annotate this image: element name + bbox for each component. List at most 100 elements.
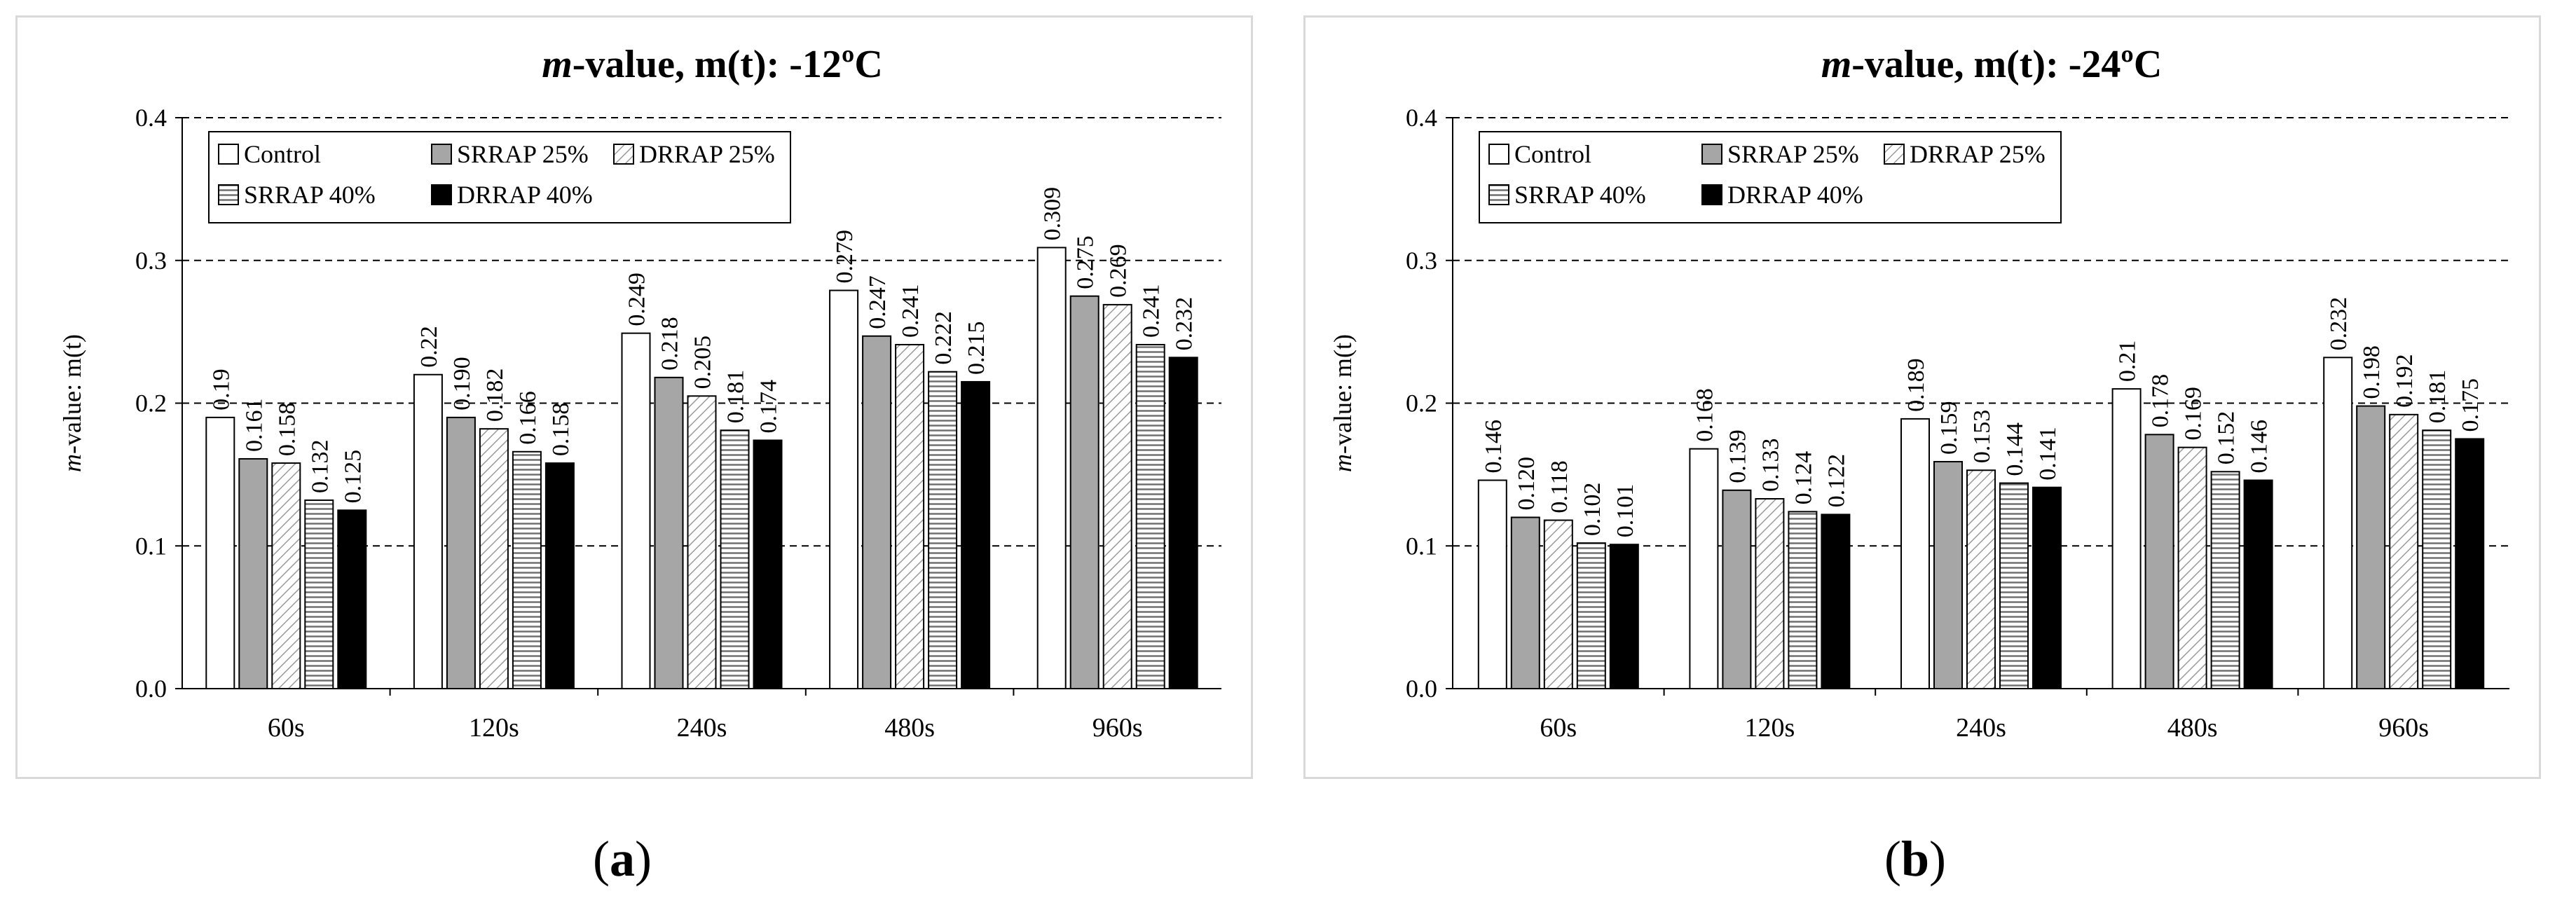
legend-label-drrap25: DRRAP 25% — [1910, 140, 2046, 168]
data-label: 0.141 — [2035, 427, 2061, 481]
bar-srrap25 — [1510, 516, 1540, 689]
legend-swatch-drrap40 — [431, 184, 452, 205]
legend-swatch-drrap25 — [1884, 144, 1905, 165]
bar-control — [1036, 247, 1067, 690]
y-axis-title: m-value: m(t) — [58, 334, 86, 472]
data-label: 0.241 — [898, 284, 924, 338]
bar-srrap25 — [238, 457, 268, 690]
data-label: 0.241 — [1139, 284, 1165, 338]
legend-label-drrap25: DRRAP 25% — [639, 140, 775, 168]
bar-srrap40 — [512, 450, 542, 690]
y-tick-label: 0.2 — [135, 389, 167, 418]
x-tick-label: 60s — [268, 713, 305, 743]
data-label: 0.146 — [1481, 420, 1507, 474]
data-label: 0.159 — [1936, 401, 1962, 455]
legend-label-srrap40: SRRAP 40% — [244, 181, 376, 209]
data-label: 0.122 — [1823, 454, 1849, 508]
data-label: 0.174 — [756, 380, 782, 434]
bar-srrap40 — [1788, 511, 1818, 689]
data-label: 0.102 — [1580, 483, 1605, 537]
legend-swatch-srrap25 — [1701, 144, 1722, 165]
bar-drrap25 — [2389, 413, 2419, 689]
data-label: 0.279 — [832, 230, 858, 284]
data-label: 0.133 — [1758, 439, 1783, 492]
bar-srrap25 — [2356, 405, 2386, 689]
bar-drrap25 — [2177, 446, 2207, 689]
bar-drrap25 — [1966, 469, 1996, 689]
bar-srrap25 — [2144, 434, 2174, 689]
legend-box — [208, 131, 791, 223]
data-label: 0.222 — [931, 311, 957, 365]
data-label: 0.309 — [1040, 187, 1066, 241]
bar-drrap25 — [479, 428, 509, 689]
caption-b: (b) — [1884, 831, 1946, 887]
legend-label-control: Control — [1514, 140, 1591, 168]
bar-control — [2323, 357, 2353, 689]
y-tick-label: 0.3 — [1406, 247, 1437, 275]
bar-srrap25 — [1069, 295, 1099, 689]
legend-label-drrap40: DRRAP 40% — [457, 181, 593, 209]
bar-control — [1900, 418, 1930, 689]
x-tick-label: 480s — [884, 713, 935, 743]
y-tick-label: 0.4 — [1406, 104, 1437, 132]
bar-srrap40 — [720, 429, 750, 690]
data-label: 0.144 — [2002, 422, 2028, 476]
bar-srrap40 — [1999, 482, 2029, 689]
data-label: 0.190 — [449, 357, 475, 411]
bar-control — [829, 289, 859, 690]
y-tick-label: 0.0 — [1406, 675, 1437, 703]
caption-a: (a) — [593, 831, 652, 887]
bar-srrap40 — [2210, 471, 2240, 689]
bar-control — [1689, 448, 1719, 689]
bar-control — [413, 373, 443, 689]
legend-swatch-drrap40 — [1701, 184, 1722, 205]
data-label: 0.139 — [1725, 429, 1751, 483]
bar-drrap25 — [1543, 519, 1573, 690]
y-axis-title-italic: m — [58, 454, 86, 472]
bar-srrap25 — [654, 376, 684, 689]
legend-label-control: Control — [244, 140, 321, 168]
legend-label-srrap25: SRRAP 25% — [457, 140, 589, 168]
data-label: 0.169 — [2181, 387, 2207, 441]
bar-drrap25 — [687, 395, 717, 689]
data-label: 0.22 — [416, 326, 442, 368]
y-axis-title: m-value: m(t) — [1329, 334, 1357, 472]
bar-drrap40 — [2032, 486, 2062, 690]
bar-srrap25 — [446, 416, 476, 689]
bar-drrap25 — [895, 343, 925, 689]
data-label: 0.168 — [1692, 388, 1718, 442]
data-label: 0.124 — [1790, 451, 1816, 505]
y-tick-label: 0.4 — [135, 104, 167, 132]
data-label: 0.158 — [274, 403, 300, 457]
data-label: 0.118 — [1547, 460, 1573, 513]
legend-swatch-srrap40 — [218, 184, 239, 205]
bar-srrap25 — [862, 335, 892, 689]
data-label: 0.218 — [657, 317, 683, 371]
data-label: 0.232 — [2326, 297, 2352, 351]
bar-drrap40 — [544, 462, 575, 689]
bar-srrap40 — [928, 371, 958, 689]
y-tick-label: 0.1 — [1406, 532, 1437, 560]
data-label: 0.189 — [1903, 358, 1929, 412]
bar-drrap25 — [1755, 498, 1785, 689]
data-label: 0.232 — [1172, 297, 1198, 351]
x-tick-label: 480s — [2167, 713, 2218, 743]
chart-title-italic: m — [542, 43, 573, 86]
bar-drrap25 — [1102, 303, 1132, 690]
legend-label-drrap40: DRRAP 40% — [1727, 181, 1863, 209]
legend-swatch-control — [1488, 144, 1509, 165]
data-label: 0.247 — [865, 275, 891, 329]
chart-panel-a: m-value, m(t): -12ºC m-value: m(t) 0.0 0.1 0… — [15, 15, 1253, 779]
chart-title: m-value, m(t): -24ºC — [1821, 43, 2163, 86]
data-label: 0.101 — [1612, 484, 1638, 538]
data-label: 0.152 — [2214, 411, 2240, 465]
data-label: 0.182 — [482, 368, 508, 422]
bar-drrap40 — [2243, 479, 2273, 690]
x-tick-label: 960s — [1092, 713, 1143, 743]
y-axis-title-italic: m — [1329, 454, 1357, 472]
data-label: 0.175 — [2458, 378, 2483, 432]
bar-drrap40 — [2455, 438, 2485, 689]
legend-label-srrap25: SRRAP 25% — [1727, 140, 1859, 168]
y-axis-title-text: -value: m(t) — [58, 334, 86, 454]
y-axis-title-text: -value: m(t) — [1329, 334, 1357, 454]
